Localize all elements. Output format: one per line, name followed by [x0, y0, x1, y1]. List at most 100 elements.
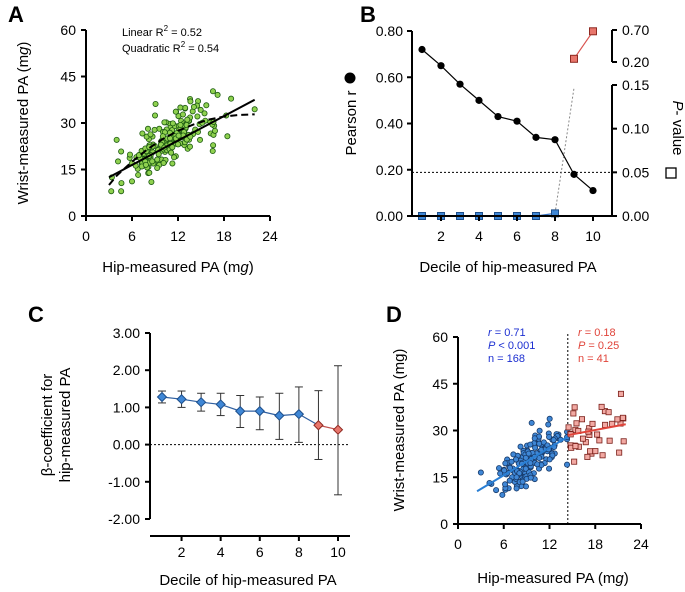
panel-b-right-tick-label: 0.00 — [622, 208, 649, 224]
panel-a-point — [129, 178, 136, 185]
panel-a-linear-r2: Linear R2 = 0.52 — [122, 24, 202, 39]
panel-d-low-point — [546, 433, 553, 440]
panel-a-point — [118, 180, 125, 187]
panel-d-low-fit — [476, 435, 569, 493]
panel-d-high-p: P = 0.25 — [578, 340, 619, 352]
panel-b-pvalue-high-point — [589, 27, 597, 36]
panel-d-low-point — [510, 451, 517, 458]
panel-d-low-point — [502, 460, 509, 467]
panel-d-low-point — [477, 469, 484, 476]
panel-d-low-point — [527, 474, 534, 481]
panel-a-point — [177, 121, 184, 128]
panel-d-y-label: Wrist-measured PA (mg) — [391, 349, 408, 512]
panel-d-low-r: r = 0.71 — [488, 327, 526, 339]
panel-a-x-label: Hip-measured PA (mg) — [102, 259, 253, 276]
panel-d-high-point — [616, 449, 623, 456]
panel-d-low-point — [502, 481, 509, 488]
panel-d-low-point — [546, 415, 553, 422]
panel-c-y-tick-label: 0.00 — [113, 437, 140, 453]
panel-d-high-point — [606, 437, 613, 444]
panel-b-left-tick-label: 0.60 — [376, 69, 403, 85]
panel-d-high-point — [619, 414, 626, 421]
panel-d-x-label: Hip-measured PA (mg) — [477, 570, 628, 587]
panel-d-low-point — [564, 461, 571, 468]
panel-label-a: A — [8, 2, 24, 27]
panel-c-beta-point — [254, 405, 265, 417]
panel-b-pearson-point — [475, 96, 483, 104]
panel-a-point — [201, 110, 208, 117]
panel-a-point — [197, 106, 204, 113]
panel-d-low-point — [513, 474, 520, 481]
panel-a-point — [187, 98, 194, 105]
panel-d-high-point — [620, 438, 627, 445]
panel-b-x-tick-label: 4 — [475, 228, 483, 244]
panel-d-x-tick-label: 0 — [454, 536, 462, 552]
panel-a-point — [108, 188, 115, 195]
panel-d-low-point — [517, 443, 524, 450]
panel-d-low-point — [506, 477, 513, 484]
panel-d-low-point — [525, 450, 532, 457]
panel-c-beta-point — [215, 399, 226, 410]
panel-a-point — [209, 148, 216, 155]
panel-d-low-point — [493, 487, 500, 494]
panel-a-point — [146, 169, 153, 176]
panel-c-x-tick-label: 4 — [217, 544, 225, 560]
panel-b-right-tick-label: 0.15 — [622, 77, 649, 93]
panel-d-high-point — [578, 416, 585, 423]
panel-a-point — [169, 120, 176, 127]
panel-a-point — [126, 151, 133, 158]
panel-a-point — [118, 148, 125, 155]
panel-b-left-tick-label: 0.00 — [376, 208, 403, 224]
svg-text:Pearson r: Pearson r — [343, 90, 360, 155]
panel-a-point — [149, 158, 156, 165]
panel-d-low-point — [496, 465, 503, 472]
panel-a-point — [184, 116, 191, 123]
panel-d-high-point — [587, 448, 594, 455]
panel-a-x-tick-label: 12 — [170, 228, 186, 244]
panel-a-point — [152, 112, 159, 119]
panel-c-y-tick-label: 1.00 — [113, 399, 140, 415]
panel-b-x-tick-label: 6 — [513, 228, 521, 244]
panel-a-point — [142, 161, 149, 168]
panel-a-point — [186, 143, 193, 150]
panel-a-point — [175, 132, 182, 139]
panel-a-point — [190, 103, 197, 110]
panel-d-high-point — [572, 443, 579, 450]
panel-c-y-tick-label: -1.00 — [108, 474, 140, 490]
panel-a-chart: 0 6 12 18 24 0 15 30 45 60 Linear R2 = 0.52 Quadr… — [15, 22, 278, 276]
panel-a-x-tick-label: 0 — [82, 228, 90, 244]
panel-a-y-tick-label: 15 — [60, 162, 76, 178]
panel-a-point — [161, 119, 168, 126]
panel-d-y-tick-label: 60 — [432, 329, 448, 345]
panel-b-pearson-line — [421, 49, 594, 192]
panel-a-linear-fit — [108, 98, 256, 179]
panel-d-low-point — [516, 470, 523, 477]
panel-d-low-point — [528, 419, 535, 426]
panel-b-pearson-point — [532, 133, 540, 141]
panel-c-beta-point — [156, 391, 168, 403]
panel-a-x-tick-label: 18 — [216, 228, 232, 244]
panel-d-high-fit — [567, 423, 626, 437]
panel-d-high-point — [565, 424, 572, 431]
panel-a-point — [179, 111, 186, 118]
panel-a-y-tick-label: 30 — [60, 115, 76, 131]
panel-a-point — [147, 131, 154, 138]
panel-d-low-point — [508, 458, 515, 465]
panel-c-x-tick-label: 8 — [295, 544, 303, 560]
panel-c-y-tick-label: 3.00 — [113, 325, 140, 341]
panel-b-right-high-tick-label: 0.20 — [622, 54, 649, 70]
panel-d-low-point — [501, 467, 508, 474]
panel-d-low-point — [522, 465, 529, 472]
panel-label-d: D — [386, 302, 402, 327]
panel-d-high-point — [617, 390, 624, 397]
panel-a-point — [209, 88, 216, 95]
panel-b-pvalue-high-line — [573, 30, 594, 60]
panel-d-high-r: r = 0.18 — [578, 327, 616, 339]
panel-b-pearson-point — [494, 112, 502, 121]
panel-a-point — [144, 125, 151, 132]
panel-a-point — [194, 113, 201, 120]
panel-b-pearson-point — [551, 136, 559, 144]
svg-text:β-coefficient for: β-coefficient for — [39, 374, 56, 477]
panel-b-right-label: P- value — [669, 100, 685, 155]
panel-d-high-point — [598, 403, 605, 410]
